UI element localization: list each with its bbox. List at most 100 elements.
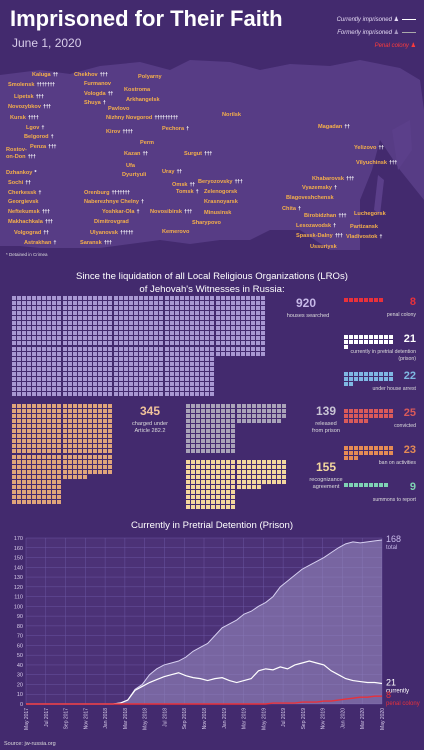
waffle-square: [17, 387, 21, 391]
waffle-square: [191, 434, 195, 438]
waffle-square: [216, 301, 220, 305]
waffle-square: [210, 326, 214, 330]
waffle-square: [12, 434, 16, 438]
waffle-square: [93, 419, 97, 423]
waffle-square: [83, 449, 87, 453]
waffle-square: [210, 301, 214, 305]
waffle-square: [73, 326, 77, 330]
waffle-square: [216, 321, 220, 325]
waffle-square: [27, 444, 31, 448]
waffle-square: [159, 326, 163, 330]
waffle-square: [261, 311, 265, 315]
waffle-square: [37, 296, 41, 300]
city-name: Nizhny Novgorod: [106, 115, 153, 121]
waffle-square: [73, 475, 77, 479]
waffle-square: [103, 362, 107, 366]
waffle-square: [134, 362, 138, 366]
waffle-square: [252, 485, 256, 489]
waffle-square: [17, 311, 21, 315]
legend-current: Currently imprisoned ♟: [337, 14, 416, 27]
waffle-square: [32, 336, 36, 340]
waffle-square: [98, 357, 102, 361]
city-label: Vyazemsky †: [302, 185, 337, 191]
city-label: Makhachkala †††: [8, 219, 53, 225]
waffle-square: [93, 362, 97, 366]
summary-square: [344, 419, 348, 423]
waffle-square: [27, 377, 31, 381]
waffle-square: [103, 387, 107, 391]
summary-square: [369, 335, 373, 339]
summary-square: [349, 340, 353, 344]
waffle-square: [129, 296, 133, 300]
waffle-square: [165, 341, 169, 345]
summary-square: [354, 340, 358, 344]
city-label: on-Don †††: [6, 154, 36, 160]
waffle-square: [261, 336, 265, 340]
city-name: Novosibirsk: [150, 209, 183, 215]
waffle-square: [185, 377, 189, 381]
waffle-square: [210, 331, 214, 335]
waffle-square: [226, 500, 230, 504]
waffle-square: [257, 485, 261, 489]
waffle-square: [22, 449, 26, 453]
summary-square: [379, 340, 383, 344]
summary-square: [389, 446, 393, 450]
waffle-square: [47, 296, 51, 300]
city-name: Minusinsk: [204, 210, 232, 216]
waffle-square: [27, 470, 31, 474]
city-name: Vologda: [84, 91, 106, 97]
waffle-square: [68, 326, 72, 330]
city-name: Spassk-Dalny: [296, 233, 333, 239]
waffle-square: [206, 460, 210, 464]
waffle-square: [47, 455, 51, 459]
waffle-square: [47, 485, 51, 489]
series-name-label: currently: [386, 688, 409, 694]
waffle-square: [241, 326, 245, 330]
city-label: Vologda ††: [84, 91, 113, 97]
waffle-square: [170, 372, 174, 376]
waffle-square: [144, 341, 148, 345]
waffle-square: [185, 357, 189, 361]
waffle-square: [226, 449, 230, 453]
waffle-square: [12, 419, 16, 423]
waffle-square: [98, 439, 102, 443]
waffle-square: [175, 362, 179, 366]
waffle-square: [12, 414, 16, 418]
waffle-square: [83, 321, 87, 325]
waffle-square: [190, 321, 194, 325]
waffle-square: [231, 296, 235, 300]
waffle-square: [226, 490, 230, 494]
summary-square: [374, 414, 378, 418]
waffle-square: [175, 377, 179, 381]
waffle-square: [165, 367, 169, 371]
waffle-square: [52, 331, 56, 335]
waffle-square: [78, 316, 82, 320]
waffle-square: [282, 475, 286, 479]
summary-square: [374, 409, 378, 413]
waffle-square: [37, 352, 41, 356]
summary-square: [354, 419, 358, 423]
waffle-square: [103, 382, 107, 386]
waffle-square: [200, 301, 204, 305]
waffle-square: [98, 470, 102, 474]
waffle-square: [47, 316, 51, 320]
waffle-square: [47, 419, 51, 423]
summary-square: [349, 377, 353, 381]
waffle-square: [241, 331, 245, 335]
waffle-square: [170, 301, 174, 305]
waffle-square: [83, 352, 87, 356]
waffle-square: [98, 362, 102, 366]
waffle-square: [211, 475, 215, 479]
waffle-square: [78, 419, 82, 423]
waffle-square: [246, 352, 250, 356]
waffle-square: [93, 331, 97, 335]
waffle-square: [88, 352, 92, 356]
waffle-square: [103, 321, 107, 325]
waffle-square: [98, 419, 102, 423]
waffle-square: [191, 419, 195, 423]
waffle-square: [52, 475, 56, 479]
waffle-square: [27, 372, 31, 376]
waffle-square: [242, 409, 246, 413]
waffle-square: [17, 460, 21, 464]
summary-square: [359, 340, 363, 344]
